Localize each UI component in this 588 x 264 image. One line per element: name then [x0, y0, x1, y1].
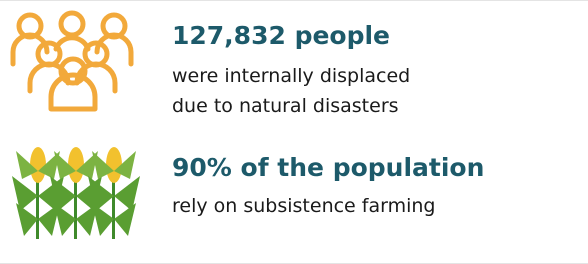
infographic: 127,832 people were internally displaced…: [0, 0, 588, 264]
fact-text: 127,832 people were internally displaced…: [172, 21, 410, 121]
headline: 127,832 people: [172, 21, 410, 51]
text-line: rely on subsistence farming: [172, 191, 484, 221]
people-icon: [8, 9, 138, 114]
corn-icon: [8, 141, 143, 241]
fact-farming: 90% of the population rely on subsistenc…: [0, 141, 588, 251]
text-line: due to natural disasters: [172, 91, 410, 121]
fact-displaced: 127,832 people were internally displaced…: [0, 9, 588, 124]
corn-stalk: [88, 147, 140, 239]
fact-text: 90% of the population rely on subsistenc…: [172, 153, 484, 221]
text-line: were internally displaced: [172, 61, 410, 91]
headline: 90% of the population: [172, 153, 484, 183]
